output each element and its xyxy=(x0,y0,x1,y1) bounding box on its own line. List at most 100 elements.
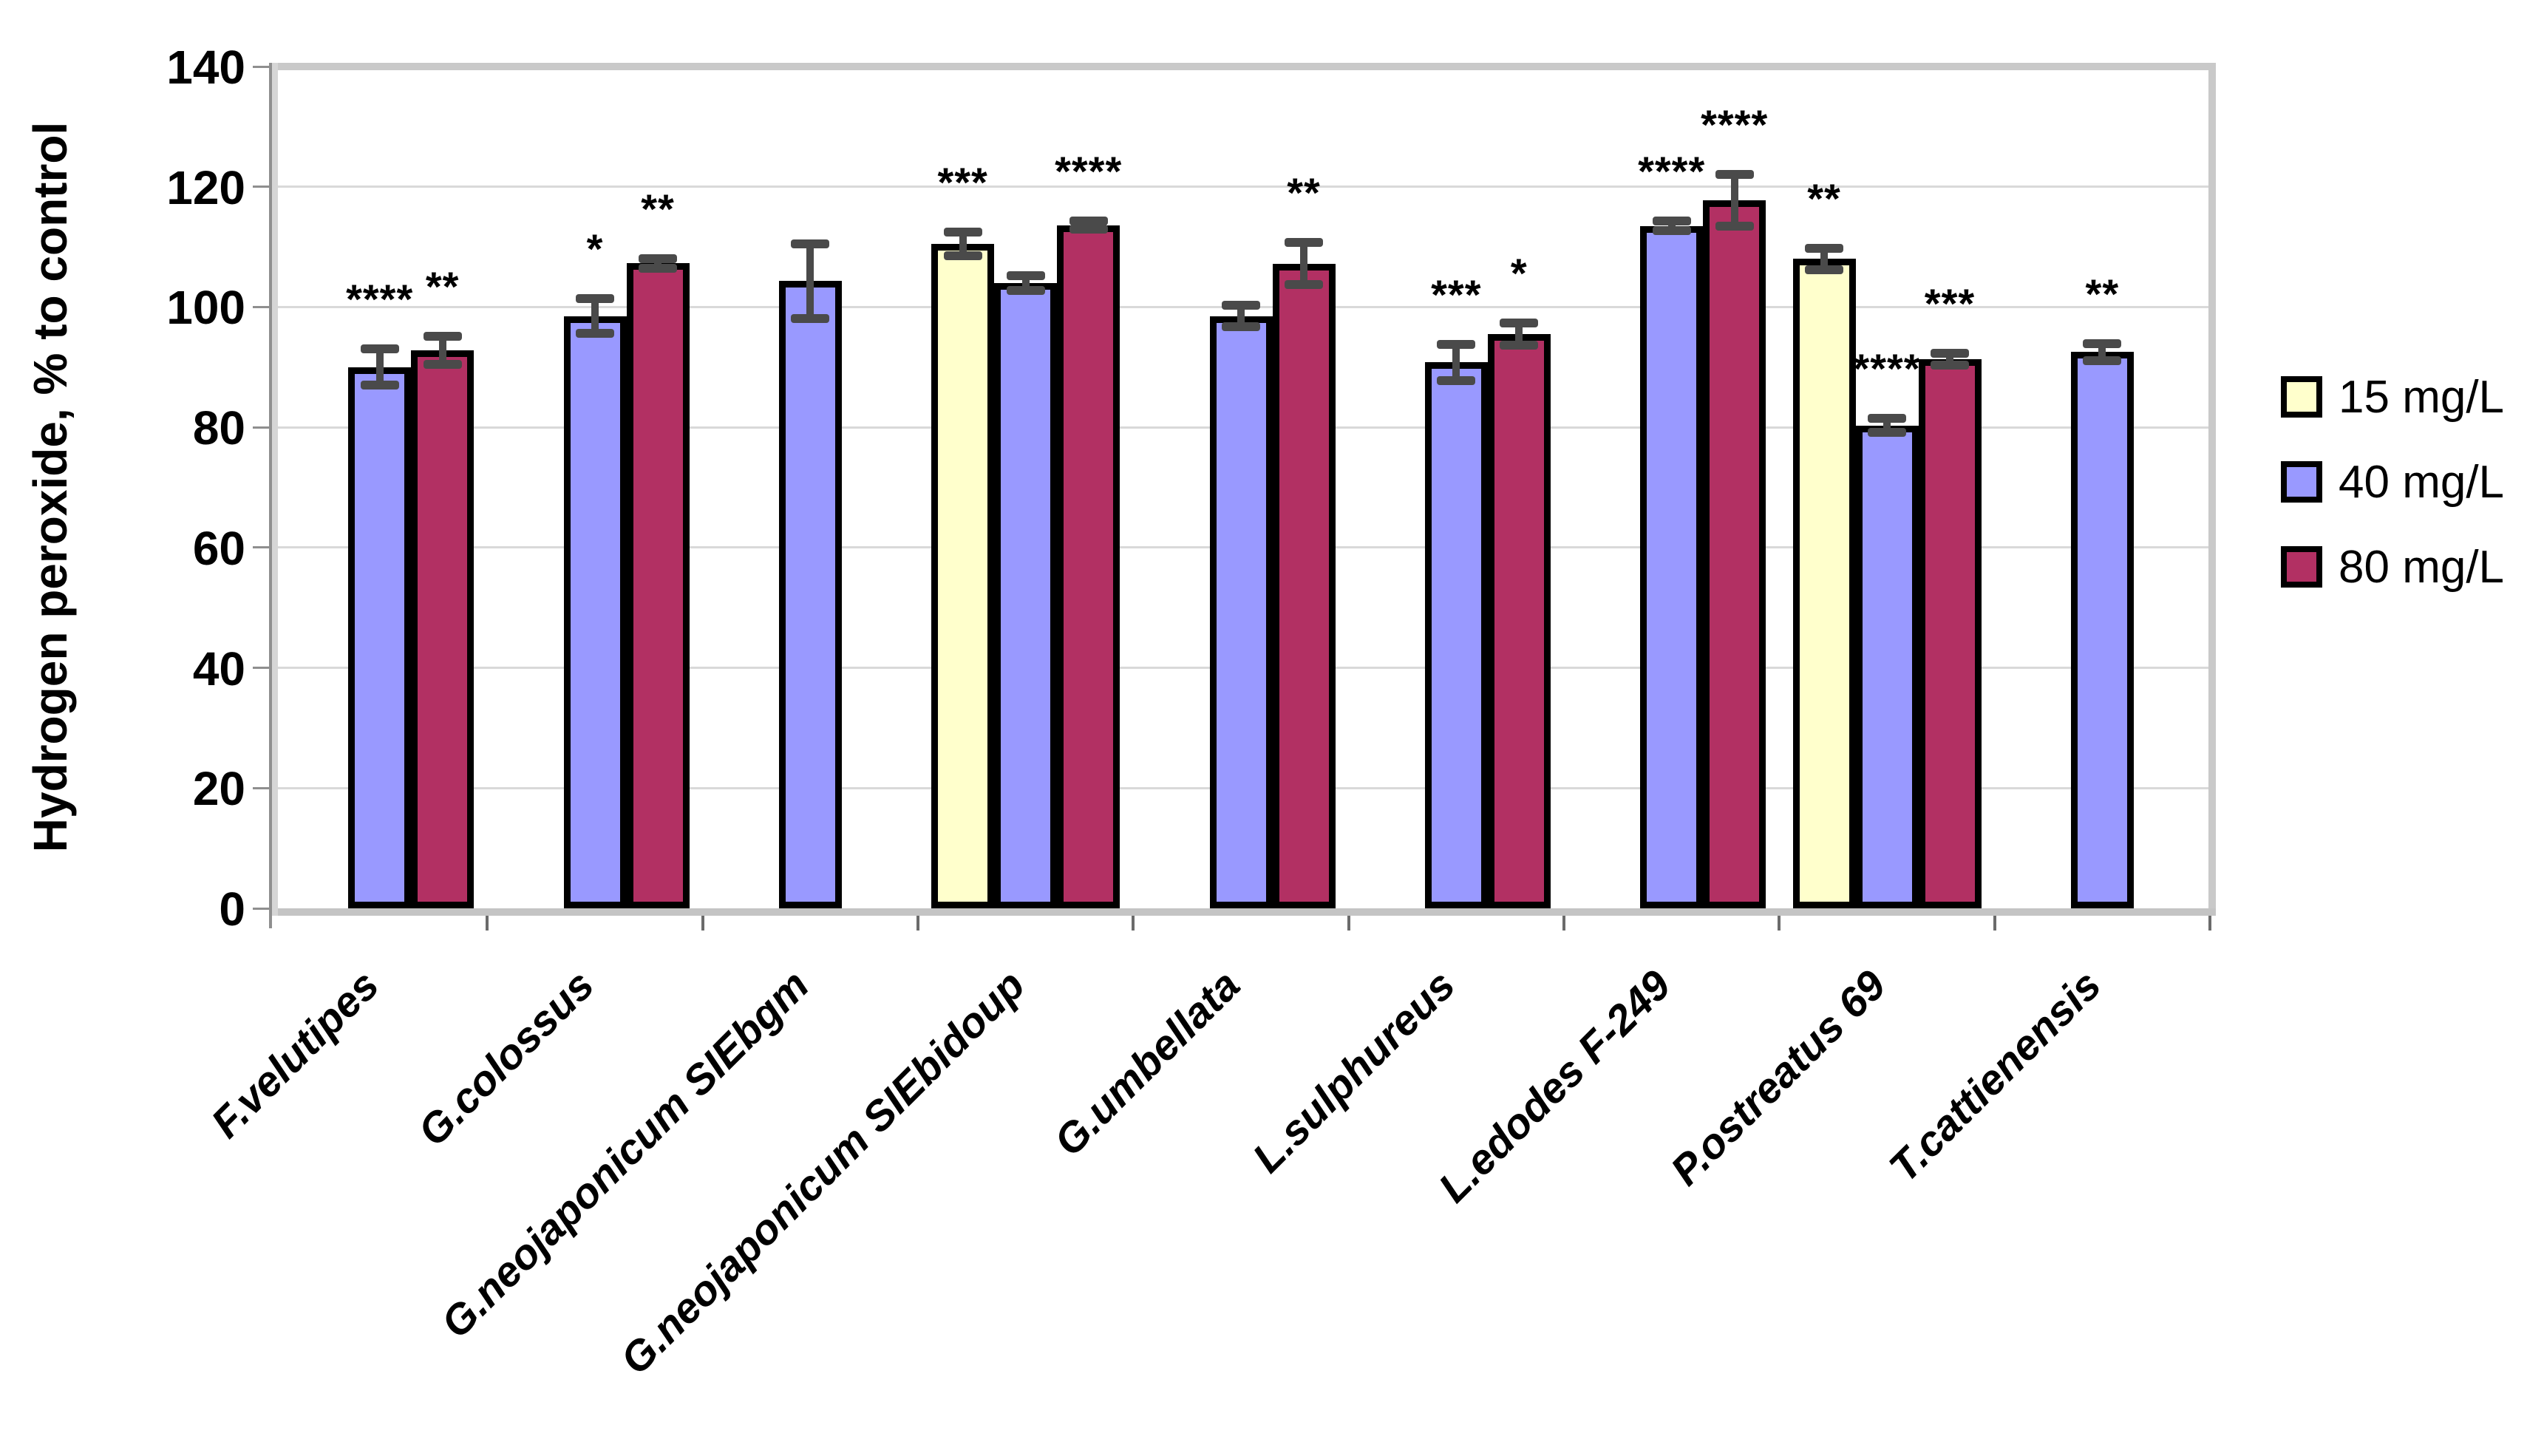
y-tick-label-140: 140 xyxy=(166,41,245,94)
x-tick-6 xyxy=(1562,916,1565,931)
gridline-120 xyxy=(272,186,2210,188)
y-tick-label-40: 40 xyxy=(192,642,245,695)
x-tick-3 xyxy=(916,916,919,931)
error-bar xyxy=(2098,344,2106,361)
error-bar-cap-top xyxy=(423,332,462,341)
y-tick-140 xyxy=(253,65,269,68)
error-bar xyxy=(1237,305,1245,327)
error-bar-cap-top xyxy=(1931,349,1969,358)
x-tick-1 xyxy=(486,916,489,931)
legend-item-80mgl: 80 mg/L xyxy=(2281,542,2504,593)
y-tick-20 xyxy=(253,786,269,789)
significance-stars: ** xyxy=(2085,271,2120,318)
error-bar-cap-top xyxy=(1437,339,1476,349)
y-tick-label-0: 0 xyxy=(219,882,245,936)
y-axis-soft-edge xyxy=(272,63,278,916)
y-tick-label-100: 100 xyxy=(166,281,245,335)
significance-stars: * xyxy=(586,225,604,273)
error-bar xyxy=(438,336,446,364)
x-tick-8 xyxy=(1993,916,1996,931)
bar-40mgL-8 xyxy=(1855,425,1919,908)
legend-label-40mgl: 40 mg/L xyxy=(2339,456,2505,508)
y-tick-40 xyxy=(253,667,269,670)
bar-40mgL-1 xyxy=(348,367,412,908)
error-bar xyxy=(1515,323,1523,345)
bar-15mgL-8 xyxy=(1792,259,1856,908)
y-tick-120 xyxy=(253,186,269,188)
significance-stars: * xyxy=(1510,250,1528,297)
bar-80mgL-2 xyxy=(626,263,690,908)
y-axis-line xyxy=(269,63,272,928)
error-bar-cap-bottom xyxy=(639,263,677,273)
bar-40mgL-5 xyxy=(1209,316,1273,908)
error-bar-cap-bottom xyxy=(423,359,462,369)
x-tick-7 xyxy=(1778,916,1781,931)
error-bar-cap-top xyxy=(576,294,614,304)
significance-stars: ** xyxy=(1807,174,1841,222)
bar-40mgL-9 xyxy=(2070,352,2134,908)
plot-border-top xyxy=(272,63,2216,70)
significance-stars: **** xyxy=(346,276,414,323)
x-tick-2 xyxy=(701,916,704,931)
significance-stars: *** xyxy=(937,158,988,205)
significance-stars: **** xyxy=(1638,148,1706,195)
x-tick-5 xyxy=(1347,916,1350,931)
error-bar xyxy=(1883,418,1891,433)
error-bar-cap-top xyxy=(2083,339,2122,349)
error-bar xyxy=(959,231,967,256)
error-bar-cap-top xyxy=(1805,243,1843,253)
bar-40mgL-4 xyxy=(994,282,1058,908)
significance-stars: **** xyxy=(1055,148,1123,195)
bar-15mgL-4 xyxy=(931,244,995,908)
error-bar-cap-bottom xyxy=(2083,356,2122,365)
error-bar-cap-bottom xyxy=(1500,340,1539,350)
error-bar xyxy=(806,244,814,319)
legend-item-40mgl: 40 mg/L xyxy=(2281,457,2504,508)
error-bar-cap-bottom xyxy=(1868,428,1906,438)
bar-80mgL-4 xyxy=(1057,225,1120,908)
error-bar-cap-bottom xyxy=(1222,322,1260,332)
bar-40mgL-3 xyxy=(778,281,842,908)
error-bar-cap-top xyxy=(1006,271,1045,281)
error-bar-cap-top xyxy=(1069,217,1108,226)
error-bar-cap-top xyxy=(1500,319,1539,328)
error-bar-cap-top xyxy=(791,239,830,248)
error-bar xyxy=(1667,221,1676,231)
legend-swatch-15mgl-icon xyxy=(2281,376,2322,418)
x-tick-9 xyxy=(2208,916,2211,931)
error-bar-cap-bottom xyxy=(360,381,399,390)
legend-label-80mgl: 80 mg/L xyxy=(2339,541,2505,593)
error-bar-cap-top xyxy=(1285,238,1323,248)
error-bar-cap-bottom xyxy=(1652,226,1691,236)
legend-swatch-40mgl-icon xyxy=(2281,461,2322,503)
error-bar-cap-top xyxy=(360,344,399,354)
bar-80mgL-6 xyxy=(1487,334,1551,908)
error-bar-cap-bottom xyxy=(1437,375,1476,385)
error-bar-cap-top xyxy=(639,254,677,263)
error-bar-cap-bottom xyxy=(1006,285,1045,295)
error-bar-cap-top xyxy=(943,227,982,237)
error-bar xyxy=(375,349,384,386)
error-bar xyxy=(1021,276,1030,290)
y-tick-60 xyxy=(253,546,269,549)
y-tick-80 xyxy=(253,426,269,429)
error-bar-cap-top xyxy=(1652,217,1691,226)
error-bar-cap-bottom xyxy=(1285,280,1323,290)
bar-40mgL-2 xyxy=(563,316,627,908)
legend-swatch-80mgl-icon xyxy=(2281,546,2322,588)
y-tick-100 xyxy=(253,305,269,308)
error-bar-cap-bottom xyxy=(943,251,982,261)
error-bar-cap-top xyxy=(1715,169,1754,179)
significance-stars: **** xyxy=(1701,101,1769,148)
error-bar-cap-bottom xyxy=(1715,221,1754,231)
error-bar-cap-top xyxy=(1222,300,1260,310)
error-bar-cap-bottom xyxy=(791,313,830,323)
error-bar xyxy=(1730,174,1738,226)
significance-stars: *** xyxy=(1431,271,1482,318)
bar-40mgL-7 xyxy=(1640,225,1704,908)
bar-80mgL-7 xyxy=(1703,200,1766,908)
error-bar-cap-bottom xyxy=(1931,361,1969,370)
error-bar xyxy=(1820,248,1828,270)
significance-stars: ** xyxy=(425,263,460,310)
